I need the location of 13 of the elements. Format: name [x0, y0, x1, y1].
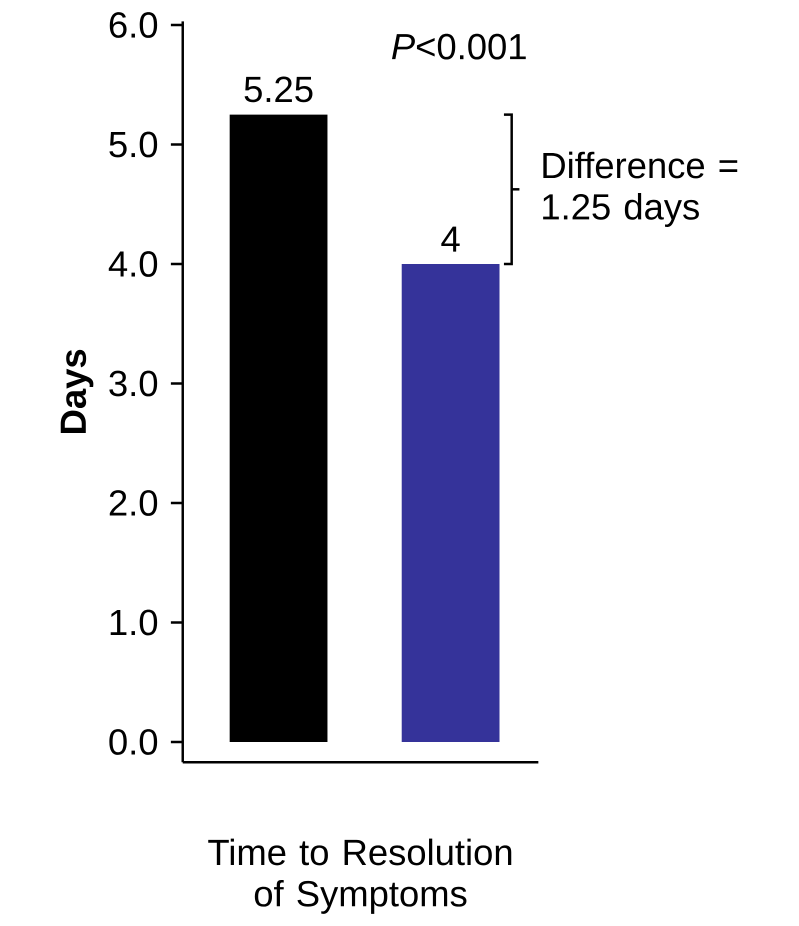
data-label: 5.25 [244, 76, 312, 102]
data-label: 4 [441, 226, 460, 252]
y-tick-label: 0.0 [109, 729, 157, 755]
x-axis-title: Time to Resolution of Symptoms [208, 838, 512, 914]
annotation: P<0.001 [392, 34, 526, 60]
y-tick-label: 2.0 [110, 490, 157, 516]
y-tick-label: 6.0 [110, 12, 157, 38]
y-tick-label: 5.0 [109, 132, 157, 158]
y-tick-label: 1.0 [110, 610, 157, 636]
y-tick-label: 3.0 [109, 370, 157, 396]
y-axis-title: Days [60, 350, 94, 433]
text: Difference = 1.25 days [542, 152, 737, 227]
y-tick-label: 4.0 [108, 251, 157, 277]
